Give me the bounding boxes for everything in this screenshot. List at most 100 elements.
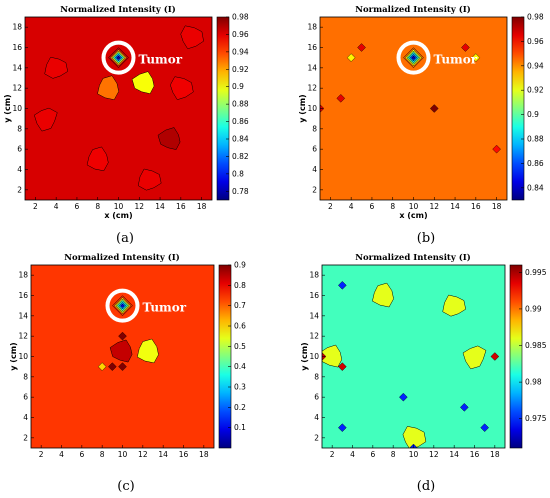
contour-spot: [490, 352, 500, 361]
contour-region: [372, 282, 394, 308]
y-tick-label: 12: [18, 332, 28, 341]
y-tick-label: 16: [307, 43, 317, 52]
x-tick-label: 10: [409, 202, 419, 211]
tumor-contour: [116, 55, 121, 60]
x-axis-label: x (cm): [104, 211, 132, 220]
x-tick-label: 10: [409, 450, 419, 459]
x-tick-label: 16: [471, 202, 481, 211]
x-tick-label: 18: [490, 450, 500, 459]
y-tick-label: 4: [314, 413, 319, 422]
colorbar-tick-label: 0.86: [232, 117, 249, 126]
x-tick-label: 4: [350, 450, 355, 459]
y-tick-label: 8: [23, 372, 28, 381]
x-tick-label: 10: [114, 202, 124, 211]
y-tick-label: 8: [312, 124, 317, 133]
contour-region: [97, 75, 119, 100]
x-tick-label: 14: [155, 202, 165, 211]
y-tick-label: 16: [12, 43, 22, 52]
contour-spot: [108, 362, 117, 371]
plot-area: [25, 17, 212, 200]
y-tick-label: 10: [18, 352, 28, 361]
colorbar-tick-label: 0.2: [234, 403, 246, 412]
y-axis-label: y (cm): [3, 94, 12, 122]
x-tick-label: 18: [492, 202, 502, 211]
x-tick-label: 4: [59, 450, 64, 459]
plot-area: [322, 265, 505, 448]
contour-region: [137, 168, 162, 191]
y-tick-label: 14: [18, 311, 28, 320]
contour-region: [442, 294, 466, 317]
x-tick-label: 2: [39, 450, 44, 459]
x-tick-label: 2: [328, 202, 333, 211]
x-tick-label: 4: [54, 202, 59, 211]
colorbar-tick-label: 0.6: [234, 322, 246, 331]
colorbar-tick-label: 0.8: [234, 281, 246, 290]
colorbar-tick-label: 0.82: [232, 152, 249, 161]
contour-region: [462, 345, 487, 370]
contour-region: [34, 107, 58, 132]
y-tick-label: 2: [312, 185, 317, 194]
contour-spot: [118, 362, 127, 371]
x-tick-label: 12: [138, 450, 148, 459]
y-tick-label: 12: [12, 84, 22, 93]
panel-caption: (b): [417, 231, 435, 246]
y-tick-label: 10: [307, 104, 317, 113]
y-tick-label: 6: [23, 393, 28, 402]
colorbar-tick-label: 0.98: [232, 13, 249, 22]
y-tick-label: 10: [309, 352, 319, 361]
colorbar-tick-label: 0.7: [234, 301, 246, 310]
colorbar-tick-label: 0.9: [527, 110, 539, 119]
contour-spot: [338, 281, 347, 290]
y-tick-label: 4: [23, 413, 28, 422]
chart-panel-2: Tumor 2 4 6 8 10 12 14 16 18 2 4 6 8 10 12 14 16 18 Normali…: [298, 4, 544, 246]
panel-caption: (a): [116, 231, 134, 246]
contour-region: [170, 76, 194, 100]
x-tick-label: 18: [199, 450, 209, 459]
contour-spot: [480, 423, 489, 432]
colorbar-tick-label: 0.3: [234, 383, 246, 392]
y-tick-label: 4: [17, 165, 22, 174]
y-tick-label: 8: [314, 372, 319, 381]
x-tick-label: 8: [390, 202, 395, 211]
chart-title: Normalized Intensity (I): [64, 252, 180, 263]
colorbar-tick-label: 0.92: [527, 86, 544, 95]
chart-panel-4: 2 4 6 8 10 12 14 16 18 2 4 6 8 10 12 14 16 18 Normalized I…: [300, 252, 547, 494]
colorbar: [509, 264, 523, 449]
x-tick-label: 6: [79, 450, 84, 459]
panel-caption: (c): [117, 479, 134, 494]
x-tick-label: 12: [430, 202, 440, 211]
contour-spot: [460, 403, 469, 412]
contour-region: [157, 127, 181, 150]
colorbar-tick-label: 0.84: [232, 135, 249, 144]
x-tick-label: 2: [33, 202, 38, 211]
colorbar-tick-label: 0.84: [527, 183, 544, 192]
y-tick-label: 4: [312, 165, 317, 174]
y-tick-label: 2: [23, 433, 28, 442]
tumor-ring: [396, 40, 431, 75]
colorbar-tick-label: 0.99: [525, 304, 542, 313]
contour-region: [131, 71, 155, 94]
contour-spot: [336, 94, 346, 103]
contour-spot: [97, 362, 107, 371]
contour-spot: [338, 362, 347, 371]
tumor-label: Tumor: [143, 301, 187, 315]
y-tick-label: 6: [17, 145, 22, 154]
y-tick-label: 16: [18, 291, 28, 300]
contour-spot: [492, 144, 501, 154]
y-tick-label: 10: [12, 104, 22, 113]
tumor-ring: [101, 40, 136, 75]
x-tick-label: 14: [158, 450, 168, 459]
colorbar-tick-label: 0.995: [525, 268, 547, 277]
contour-spot: [338, 423, 347, 432]
y-tick-label: 6: [314, 393, 319, 402]
colorbar: [511, 16, 525, 201]
colorbar-tick-label: 0.98: [527, 13, 544, 22]
panel-caption: (d): [417, 479, 435, 494]
colorbar-tick-label: 0.98: [525, 378, 542, 387]
x-tick-label: 10: [118, 450, 128, 459]
y-axis-label: y (cm): [300, 342, 309, 370]
x-tick-label: 8: [391, 450, 396, 459]
y-tick-label: 16: [309, 291, 319, 300]
x-tick-label: 6: [75, 202, 80, 211]
